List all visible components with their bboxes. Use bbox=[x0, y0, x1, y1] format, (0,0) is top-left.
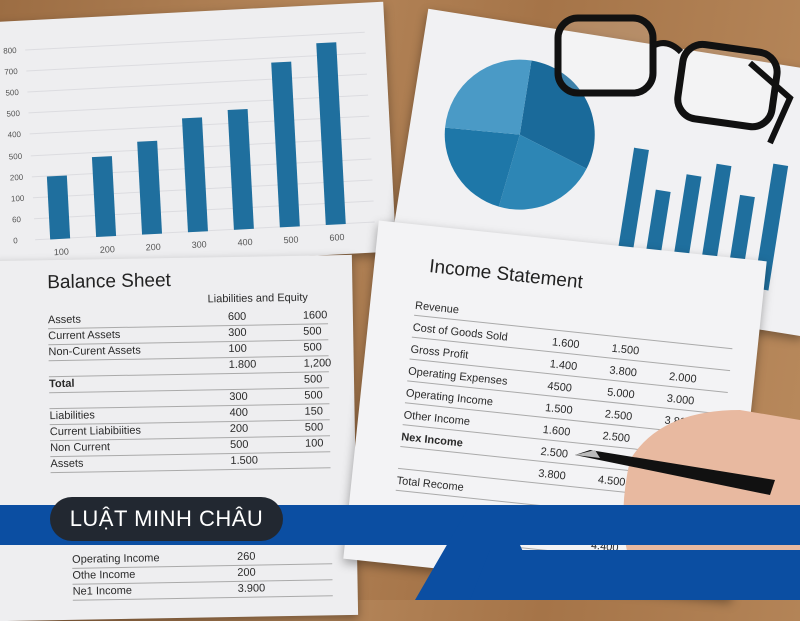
bar bbox=[271, 61, 300, 228]
bar bbox=[182, 117, 208, 233]
row-label: Liabilities bbox=[49, 409, 95, 423]
bar bbox=[227, 108, 254, 230]
bar bbox=[316, 42, 346, 226]
value: 1.500 bbox=[544, 401, 574, 417]
gridline bbox=[27, 73, 367, 93]
x-tick-label: 200 bbox=[145, 241, 161, 253]
value: 400 bbox=[229, 406, 249, 420]
value: 300 bbox=[229, 390, 248, 404]
balance-sheet: Balance Sheet Liabilities and Equity Ass… bbox=[0, 254, 359, 621]
row-label: Total bbox=[48, 377, 75, 391]
table-row: Ne1 Income 3.900 bbox=[72, 579, 333, 601]
value: 500 bbox=[303, 373, 323, 386]
value: 500 bbox=[303, 341, 322, 354]
value: 1.800 bbox=[228, 358, 257, 372]
value: 260 bbox=[236, 550, 256, 563]
row-label: Other Income bbox=[402, 409, 471, 429]
pie-chart-sheet bbox=[386, 8, 800, 337]
value: 3.800 bbox=[537, 467, 567, 483]
value: 1,200 bbox=[303, 357, 332, 370]
balance-sheet-header: Liabilities and Equity bbox=[207, 291, 308, 306]
row-label: Assets bbox=[50, 457, 84, 471]
pie-slice bbox=[445, 59, 532, 135]
x-tick-label: 400 bbox=[237, 236, 253, 248]
y-tick-label: 100 bbox=[10, 193, 25, 204]
y-tick-label: 500 bbox=[8, 151, 23, 162]
row-label: Operating Income bbox=[72, 552, 160, 566]
value: 500 bbox=[303, 325, 322, 338]
row-label: Current Assets bbox=[48, 328, 121, 343]
pie-chart bbox=[444, 59, 595, 210]
value: 3.800 bbox=[608, 364, 638, 380]
y-tick-label: 60 bbox=[11, 214, 22, 225]
value: 100 bbox=[305, 437, 324, 450]
y-tick-label: 500 bbox=[5, 88, 20, 98]
row-label: Assets bbox=[47, 313, 82, 327]
y-tick-label: 200 bbox=[9, 172, 24, 183]
y-tick-label: 400 bbox=[7, 130, 22, 140]
eyeglasses bbox=[554, 14, 794, 145]
row-label: Non-Curent Assets bbox=[48, 344, 141, 359]
value: 500 bbox=[304, 421, 324, 434]
row-label: Total Recome bbox=[396, 474, 465, 494]
x-tick-label: 200 bbox=[99, 244, 116, 255]
x-tick-label: 100 bbox=[53, 246, 70, 258]
value: 100 bbox=[228, 342, 247, 356]
value: 300 bbox=[228, 326, 247, 340]
value: 1600 bbox=[302, 309, 328, 322]
row-label: Nex Income bbox=[400, 431, 464, 450]
x-tick-label: 500 bbox=[283, 234, 299, 246]
value: 1.400 bbox=[549, 358, 578, 374]
row-label: Current Liabibiities bbox=[49, 424, 142, 439]
y-tick-label: 0 bbox=[12, 236, 18, 246]
gridline bbox=[25, 31, 365, 51]
x-tick-label: 600 bbox=[329, 232, 345, 243]
bar bbox=[91, 155, 117, 238]
balance-sheet-title: Balance Sheet bbox=[47, 270, 172, 294]
value: 150 bbox=[304, 405, 324, 418]
value: 200 bbox=[229, 422, 249, 436]
bar bbox=[46, 175, 71, 240]
pie-slice bbox=[498, 134, 587, 210]
value: 1.600 bbox=[551, 336, 581, 352]
value: 500 bbox=[304, 389, 323, 402]
row-label: Non Current bbox=[50, 441, 111, 455]
value: 600 bbox=[227, 310, 247, 324]
value: 3.900 bbox=[237, 582, 266, 595]
value: 1.500 bbox=[230, 454, 259, 468]
y-tick-label: 500 bbox=[6, 109, 21, 119]
row-label: Revenue bbox=[414, 299, 460, 317]
hand-with-pen bbox=[575, 410, 800, 600]
value: 4500 bbox=[546, 380, 573, 395]
bar-chart: 0 60 100 200 500 400 500 500 700 800 100 200 200 300 4… bbox=[0, 2, 396, 273]
value: 1.600 bbox=[542, 423, 571, 439]
table-row: Assets 1.500 bbox=[50, 451, 331, 474]
value: 5.000 bbox=[606, 386, 636, 402]
value: 500 bbox=[230, 438, 249, 452]
gridline bbox=[26, 52, 366, 72]
value: 2.000 bbox=[668, 370, 698, 386]
pie-slice bbox=[444, 127, 520, 207]
row-label: Gross Profit bbox=[409, 343, 469, 362]
gridline bbox=[28, 94, 369, 114]
pie-slice bbox=[519, 60, 595, 169]
bar bbox=[137, 140, 163, 235]
y-tick-label: 800 bbox=[3, 45, 17, 56]
bar-chart-sheet: 0 60 100 200 500 400 500 500 700 800 100 200 200 300 4… bbox=[0, 1, 397, 273]
x-tick-label: 300 bbox=[191, 239, 207, 251]
value: 2.500 bbox=[539, 445, 569, 461]
row-label: Ne1 Income bbox=[72, 584, 133, 598]
y-tick-label: 700 bbox=[4, 67, 18, 77]
income-statement-title: Income Statement bbox=[428, 256, 584, 294]
value: 1.500 bbox=[611, 342, 640, 358]
row-label: Othe Income bbox=[72, 568, 136, 582]
brand-name: LUẬT MINH CHÂU bbox=[50, 497, 283, 541]
value: 200 bbox=[237, 566, 256, 579]
